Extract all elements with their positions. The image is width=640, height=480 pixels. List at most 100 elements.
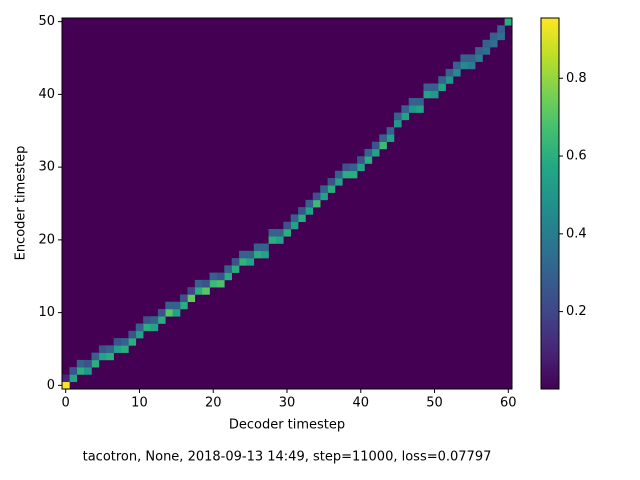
heatmap-cell: [438, 83, 446, 92]
heatmap-cell: [135, 330, 144, 339]
x-tick-label: 0: [62, 396, 70, 411]
heatmap-cell: [401, 105, 410, 113]
heatmap-cell: [334, 178, 343, 186]
heatmap-cell: [386, 134, 395, 142]
heatmap-cell: [187, 294, 196, 303]
heatmap-cell: [202, 279, 210, 288]
heatmap: [62, 18, 513, 390]
heatmap-cell: [209, 272, 218, 281]
heatmap-cell: [106, 352, 114, 361]
y-tick-label: 50: [38, 14, 55, 29]
heatmap-cell: [423, 83, 432, 92]
heatmap-cell: [334, 170, 343, 179]
heatmap-cell: [187, 287, 196, 295]
heatmap-cell: [202, 287, 210, 295]
heatmap-cell: [364, 148, 373, 157]
heatmap-cell: [246, 258, 255, 266]
heatmap-cell: [224, 265, 232, 273]
heatmap-cell: [194, 287, 203, 295]
caption: tacotron, None, 2018-09-13 14:49, step=1…: [83, 450, 492, 465]
heatmap-cell: [305, 207, 314, 215]
heatmap-cell: [246, 250, 255, 259]
heatmap-cell: [84, 367, 92, 375]
heatmap-cell: [393, 112, 402, 121]
x-tick-label: 20: [205, 396, 222, 411]
x-axis-label: Decoder timestep: [229, 418, 345, 433]
heatmap-cell: [283, 221, 291, 230]
heatmap-cell: [438, 76, 446, 84]
heatmap-cell: [342, 163, 351, 172]
heatmap-cell: [371, 148, 380, 157]
heatmap-cell: [84, 359, 92, 368]
heatmap-cell: [298, 214, 306, 222]
heatmap-cell: [135, 323, 144, 332]
heatmap-cell: [298, 207, 306, 215]
colorbar-tick-label: 0.4: [566, 226, 587, 241]
heatmap-cell: [268, 236, 277, 244]
heatmap-cell: [423, 90, 432, 99]
heatmap-cell: [76, 367, 85, 375]
heatmap-cell: [408, 98, 417, 106]
heatmap-cell: [150, 323, 159, 332]
heatmap-cell: [69, 367, 78, 375]
heatmap-cell: [121, 345, 129, 353]
heatmap-cell: [312, 199, 321, 208]
heatmap-cell: [69, 374, 78, 383]
heatmap-cell: [290, 221, 299, 230]
heatmap-cell: [482, 47, 491, 55]
heatmap-cell: [327, 178, 336, 186]
heatmap-cell: [452, 68, 461, 77]
colorbar-tick-label: 0.8: [566, 71, 587, 86]
colorbar-tick-label: 0.2: [566, 304, 587, 319]
heatmap-cell: [357, 163, 365, 172]
heatmap-cell: [497, 25, 505, 33]
heatmap-cell: [312, 192, 321, 201]
heatmap-cell: [497, 32, 505, 41]
heatmap-cell: [371, 141, 380, 150]
x-tick-label: 30: [279, 396, 296, 411]
heatmap-cell: [172, 301, 181, 310]
heatmap-cell: [172, 308, 181, 317]
heatmap-cell: [128, 338, 137, 346]
heatmap-cell: [430, 83, 439, 92]
heatmap-cell: [482, 39, 491, 48]
heatmap-cell: [290, 214, 299, 222]
heatmap-cell: [180, 294, 188, 303]
heatmap-cell: [379, 141, 387, 150]
y-tick-label: 30: [38, 160, 55, 175]
heatmap-cell: [430, 90, 439, 99]
heatmap-cell: [467, 54, 476, 62]
heatmap-cell: [342, 170, 351, 179]
x-tick-label: 10: [131, 396, 148, 411]
y-tick-label: 0: [47, 378, 55, 393]
heatmap-cell: [239, 258, 247, 266]
heatmap-cell: [91, 352, 100, 361]
y-tick-label: 40: [38, 87, 55, 102]
heatmap-cell: [106, 345, 114, 353]
heatmap-cell: [216, 279, 225, 288]
heatmap-cell: [445, 68, 454, 77]
heatmap-cell: [180, 301, 188, 310]
x-tick-label: 60: [500, 396, 517, 411]
heatmap-cell: [445, 76, 454, 84]
heatmap-cell: [305, 199, 314, 208]
heatmap-cell: [475, 47, 483, 55]
y-tick-label: 10: [38, 305, 55, 320]
heatmap-cell: [231, 258, 240, 266]
heatmap-cell: [349, 170, 358, 179]
colorbar: [540, 17, 560, 390]
heatmap-cell: [275, 228, 284, 237]
heatmap-cell: [408, 105, 417, 113]
heatmap-cell: [349, 163, 358, 172]
heatmap-cell: [489, 32, 498, 41]
heatmap-cell: [460, 61, 469, 70]
heatmap-cell: [194, 279, 203, 288]
heatmap-cell: [253, 250, 262, 259]
heatmap-cell: [416, 98, 424, 106]
heatmap-cell: [157, 308, 166, 317]
heatmap-cell: [150, 316, 159, 324]
heatmap-cell: [76, 359, 85, 368]
heatmap-cell: [216, 272, 225, 281]
colorbar-tick-label: 0.6: [566, 149, 587, 164]
